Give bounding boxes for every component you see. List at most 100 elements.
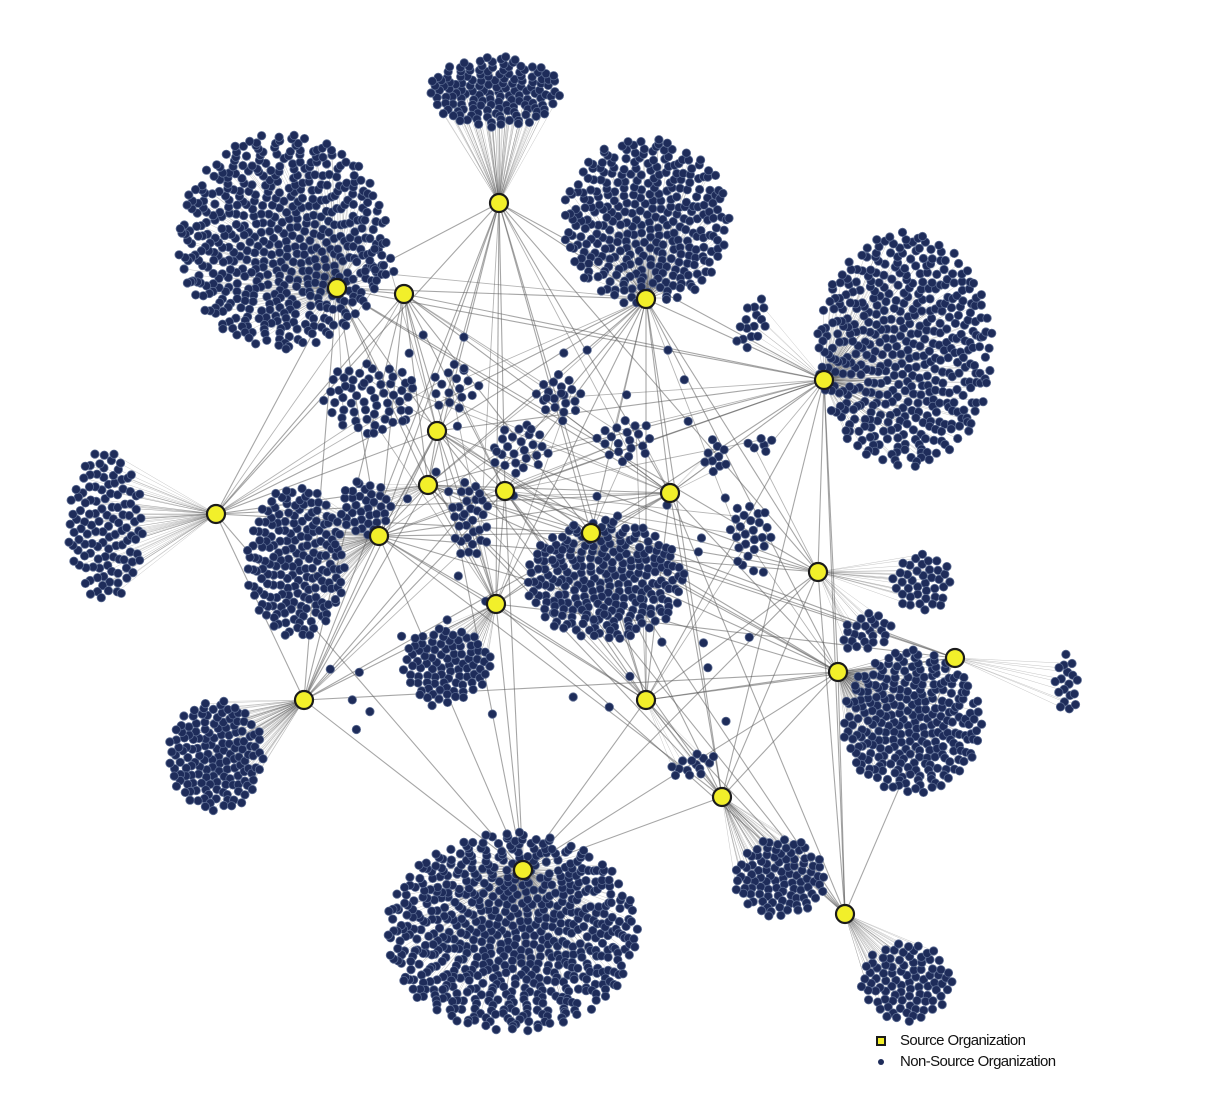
non-source-node	[654, 135, 664, 145]
non-source-node	[527, 62, 538, 72]
non-source-node	[210, 199, 220, 209]
non-source-node	[1067, 658, 1077, 669]
non-source-node	[846, 265, 856, 275]
fan-edge	[498, 90, 527, 204]
non-source-node	[926, 244, 936, 254]
non-source-node	[182, 278, 192, 288]
fan-edge	[746, 319, 825, 381]
non-source-node	[886, 425, 897, 435]
hub-edge	[403, 293, 592, 534]
non-source-node	[171, 781, 182, 791]
non-source-node	[927, 599, 938, 609]
hub-edge	[765, 379, 825, 450]
non-source-node	[884, 289, 894, 299]
non-source-node	[818, 336, 828, 346]
non-source-node	[900, 263, 910, 274]
fan-edge	[498, 116, 537, 204]
hub-edge	[721, 379, 825, 798]
hub-edge	[378, 492, 671, 537]
hub-edge	[427, 202, 500, 486]
non-source-node	[99, 450, 109, 460]
fan-edge	[457, 111, 500, 204]
fan-edge	[461, 90, 500, 204]
hub-edge	[336, 287, 825, 381]
hub-edge	[590, 452, 628, 534]
fan-edge	[721, 796, 748, 854]
hub-edge	[427, 484, 671, 494]
non-source-node	[719, 225, 729, 235]
non-source-node	[496, 119, 506, 129]
non-source-node	[356, 175, 366, 185]
non-source-node	[1054, 663, 1064, 673]
non-source-node	[231, 219, 241, 230]
non-source-node	[299, 134, 310, 144]
non-source-node	[946, 303, 957, 313]
fan-edge	[467, 119, 500, 204]
hub-edge	[303, 202, 500, 701]
non-source-node	[292, 324, 302, 334]
non-source-node	[636, 170, 646, 180]
non-source-node	[793, 905, 803, 915]
non-source-node	[890, 648, 901, 658]
non-source-node	[521, 110, 531, 120]
non-source-node	[818, 872, 829, 882]
non-source-node	[280, 608, 290, 618]
non-source-node	[201, 165, 212, 175]
non-source-node	[281, 313, 291, 323]
non-source-node	[889, 370, 899, 380]
non-source-node	[386, 501, 396, 512]
non-source-node	[642, 210, 653, 220]
non-source-node	[317, 247, 327, 257]
non-source-node	[256, 227, 266, 237]
hub-edge	[436, 430, 506, 492]
non-source-node	[959, 405, 969, 415]
fan-edge	[117, 513, 217, 592]
non-source-node	[282, 244, 293, 254]
hub-edge	[817, 379, 825, 573]
non-source-node	[559, 623, 569, 633]
non-source-node	[593, 272, 603, 282]
non-source-node	[596, 286, 607, 296]
non-source-node	[908, 645, 918, 655]
non-source-node	[341, 157, 351, 167]
non-source-node	[71, 484, 81, 495]
non-source-node	[254, 734, 265, 745]
non-source-node	[165, 758, 175, 768]
non-source-node	[672, 192, 682, 202]
hub-edge	[817, 571, 846, 915]
non-source-node	[846, 743, 856, 754]
non-source-node	[321, 616, 331, 626]
non-source-node	[634, 542, 645, 553]
non-source-node	[80, 551, 90, 561]
non-source-node	[126, 470, 136, 480]
non-source-node	[885, 232, 895, 242]
non-source-node	[418, 631, 428, 642]
non-source-node	[357, 223, 367, 233]
non-source-node	[958, 390, 968, 400]
non-source-node	[569, 585, 580, 595]
hub-edge	[215, 418, 362, 515]
non-source-node	[893, 280, 903, 290]
non-source-node	[897, 369, 908, 379]
non-source-node	[913, 398, 923, 408]
non-source-node	[228, 323, 238, 333]
non-source-node	[638, 523, 648, 533]
non-source-node	[859, 311, 869, 321]
non-source-node	[310, 219, 320, 229]
fan-edge	[237, 699, 305, 722]
non-source-node	[274, 132, 284, 142]
non-source-node	[878, 426, 889, 436]
non-source-node	[879, 315, 889, 325]
non-source-node	[932, 269, 942, 279]
fan-edge	[844, 913, 877, 979]
hub-edge	[669, 379, 825, 494]
non-source-node	[532, 549, 543, 559]
non-source-node	[1055, 702, 1066, 712]
non-source-node	[333, 244, 343, 254]
fan-edge	[753, 326, 825, 381]
non-source-node	[944, 444, 955, 455]
non-source-node	[351, 526, 361, 536]
non-source-node	[864, 608, 874, 619]
fan-edge	[139, 513, 217, 561]
